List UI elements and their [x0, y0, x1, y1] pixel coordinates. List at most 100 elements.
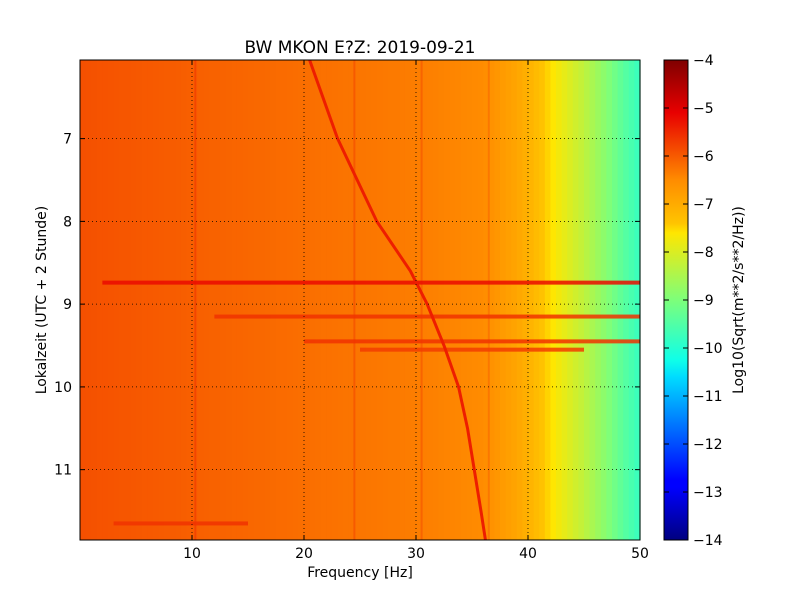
heatmap-stripe	[281, 60, 288, 540]
heatmap-stripe	[404, 60, 411, 540]
x-tick-label: 40	[519, 546, 537, 562]
heatmap-stripe	[320, 60, 327, 540]
colorbar-tick-label: −4	[693, 53, 714, 69]
y-tick-label: 9	[63, 297, 72, 313]
heatmap-stripe	[539, 60, 546, 540]
heatmap-stripe	[360, 60, 367, 540]
colorbar-tick-label: −8	[693, 245, 714, 261]
heatmap-stripe	[617, 60, 624, 540]
heatmap-stripe	[152, 60, 159, 540]
broadband-event	[113, 521, 248, 526]
colorbar-ticks: −4 −5 −6 −7 −8 −9 −10 −11 −12 −13 −14	[664, 53, 723, 549]
heatmap-stripe	[180, 60, 187, 540]
heatmap-stripe	[304, 60, 311, 540]
heatmap-stripe	[119, 60, 126, 540]
heatmap-stripe	[634, 60, 641, 540]
heatmap-stripe	[612, 60, 619, 540]
x-axis-ticks: 10 20 30 40 50	[183, 60, 649, 562]
heatmap-stripe	[96, 60, 103, 540]
heatmap-stripe	[253, 60, 260, 540]
y-tick-label: 8	[63, 214, 72, 230]
x-tick-label: 10	[183, 546, 201, 562]
heatmap-stripe	[113, 60, 120, 540]
heatmap-stripe	[343, 60, 350, 540]
heatmap-stripe	[483, 60, 490, 540]
broadband-event	[102, 280, 640, 285]
heatmap-stripe	[550, 60, 557, 540]
heatmap-stripe	[309, 60, 316, 540]
heatmap-stripe	[164, 60, 171, 540]
heatmap-stripe	[567, 60, 574, 540]
heatmap-stripe	[455, 60, 462, 540]
heatmap-stripe	[298, 60, 305, 540]
y-axis-label: Lokalzeit (UTC + 2 Stunde)	[34, 206, 50, 395]
colorbar-tick-label: −11	[693, 389, 723, 405]
heatmap-stripe	[169, 60, 176, 540]
colorbar-tick-label: −13	[693, 485, 723, 501]
heatmap-stripe	[147, 60, 154, 540]
heatmap-stripe	[136, 60, 143, 540]
heatmap-stripe	[175, 60, 182, 540]
heatmap-stripe	[388, 60, 395, 540]
heatmap-stripe	[203, 60, 210, 540]
heatmap-stripe	[287, 60, 294, 540]
colorbar-tick-label: −5	[693, 101, 714, 117]
heatmap-stripe	[382, 60, 389, 540]
y-tick-label: 7	[63, 132, 72, 148]
heatmap-stripe	[511, 60, 518, 540]
grid-lines	[80, 60, 640, 540]
heatmap-stripe	[606, 60, 613, 540]
heatmap-stripe	[332, 60, 339, 540]
heatmap-stripe	[578, 60, 585, 540]
heatmap-stripe	[208, 60, 215, 540]
plot-frame	[79, 59, 641, 541]
heatmap-stripe	[393, 60, 400, 540]
heatmap-stripe	[315, 60, 322, 540]
heatmap-stripe	[85, 60, 92, 540]
heatmap-stripe	[158, 60, 165, 540]
colorbar-label: Log10(Sqrt(m**2/s**2/Hz))	[731, 206, 747, 394]
heatmap-stripe	[505, 60, 512, 540]
y-tick-label: 11	[54, 463, 72, 479]
heatmap-stripe	[326, 60, 333, 540]
broadband-event	[360, 347, 584, 352]
y-axis-ticks: 7 8 9 10 11	[54, 132, 640, 479]
heatmap-stripe	[225, 60, 232, 540]
heatmap-stripe	[416, 60, 423, 540]
heatmap-stripe	[516, 60, 523, 540]
heatmap-stripe	[477, 60, 484, 540]
drifting-frequency-line	[308, 59, 487, 541]
heatmap-stripe	[623, 60, 630, 540]
heatmap-stripe	[410, 60, 417, 540]
heatmap-stripe	[500, 60, 507, 540]
heatmap-stripe	[270, 60, 277, 540]
heatmap-stripe	[522, 60, 529, 540]
heatmap-stripe	[376, 60, 383, 540]
heatmap-stripe	[102, 60, 109, 540]
colorbar-tick-label: −12	[693, 437, 723, 453]
heatmap-stripe	[438, 60, 445, 540]
heatmap-stripe	[466, 60, 473, 540]
heatmap-stripe	[399, 60, 406, 540]
broadband-event	[214, 314, 640, 319]
heatmap-stripe	[124, 60, 131, 540]
heatmap-stripe	[584, 60, 591, 540]
heatmap-stripe	[572, 60, 579, 540]
colorbar-tick-label: −6	[693, 149, 714, 165]
heatmap-stripe	[444, 60, 451, 540]
x-tick-label: 20	[295, 546, 313, 562]
heatmap-stripe	[371, 60, 378, 540]
heatmap-stripe	[242, 60, 249, 540]
heatmap-stripe	[533, 60, 540, 540]
heatmap-stripe	[556, 60, 563, 540]
heatmap-stripe	[544, 60, 551, 540]
heatmap-stripe	[276, 60, 283, 540]
heatmap-stripe	[130, 60, 137, 540]
heatmap-stripe	[561, 60, 568, 540]
heatmap-stripe	[108, 60, 115, 540]
heatmap-stripe	[472, 60, 479, 540]
heatmap-stripe	[141, 60, 148, 540]
heatmap-stripe	[337, 60, 344, 540]
